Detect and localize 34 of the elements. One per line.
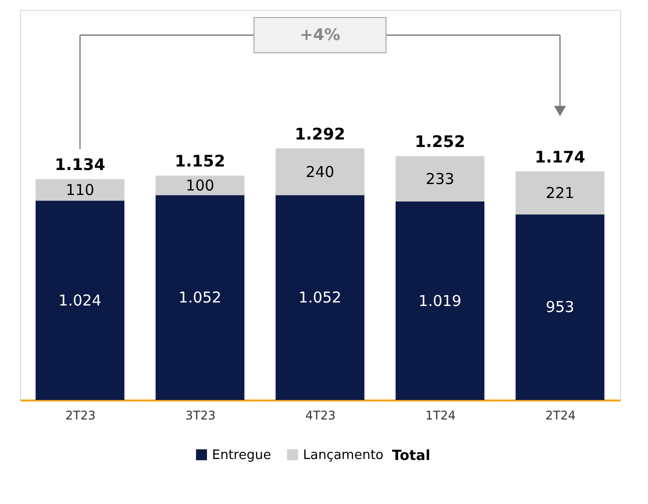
data-label: 221 bbox=[546, 184, 574, 202]
bar bbox=[36, 179, 124, 201]
x-tick-label: 3T23 bbox=[185, 408, 216, 422]
bar bbox=[396, 202, 484, 400]
data-label: 240 bbox=[306, 162, 334, 181]
bar bbox=[516, 214, 604, 400]
x-tick-label: 2T24 bbox=[545, 408, 576, 422]
data-label: 233 bbox=[426, 170, 454, 188]
bar bbox=[276, 195, 364, 400]
text: Total bbox=[392, 448, 430, 464]
total-label: 1.152 bbox=[174, 152, 226, 171]
data-label: 110 bbox=[66, 180, 94, 199]
x-tick-label: 4T23 bbox=[305, 408, 336, 422]
bar bbox=[36, 200, 124, 400]
text: +4% bbox=[300, 25, 340, 44]
data-label: 953 bbox=[546, 298, 574, 316]
legend-label: Entregue bbox=[212, 448, 272, 463]
bar bbox=[396, 156, 484, 202]
x-tick-label: 2T23 bbox=[65, 408, 96, 422]
bar bbox=[516, 171, 604, 214]
bar bbox=[156, 176, 244, 196]
bar bbox=[276, 148, 364, 196]
bar bbox=[156, 195, 244, 400]
data-label: 1.019 bbox=[418, 292, 462, 310]
data-label: 1.052 bbox=[298, 288, 342, 307]
data-label: 100 bbox=[186, 176, 214, 194]
legend-label: Lançamento bbox=[303, 448, 384, 463]
data-label: 1.052 bbox=[178, 288, 222, 307]
total-label: 1.174 bbox=[534, 147, 586, 166]
total-label: 1.292 bbox=[294, 124, 346, 144]
total-label: 1.252 bbox=[414, 132, 466, 152]
x-tick-label: 1T24 bbox=[425, 408, 456, 422]
total-label: 1.134 bbox=[54, 155, 106, 174]
data-label: 1.024 bbox=[58, 291, 102, 310]
